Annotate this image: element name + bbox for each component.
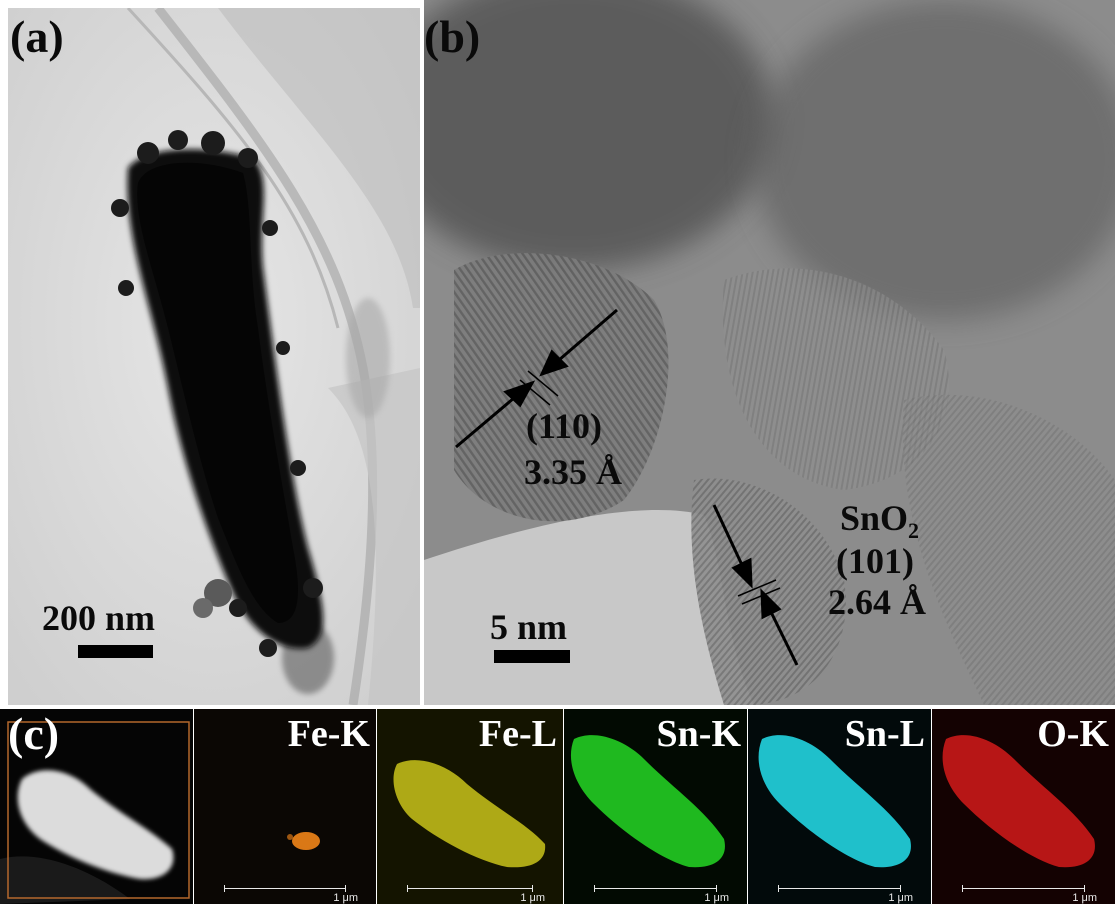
map-scale-bar	[962, 885, 1085, 892]
map-scale-label: 1 μm	[333, 892, 358, 904]
element-label: Fe-L	[478, 713, 557, 755]
tem-image-a	[8, 8, 420, 705]
lattice-plane-110: (110)	[526, 406, 602, 446]
element-map-sn-k: Sn-K 1 μm	[564, 709, 747, 904]
element-label: Sn-L	[844, 713, 925, 755]
element-map-fe-k: Fe-K 1 μm	[194, 709, 376, 904]
scale-bar-b	[494, 650, 570, 663]
scale-bar-label-b: 5 nm	[490, 607, 568, 647]
hrtem-image-b	[424, 0, 1115, 705]
scale-bar-a	[78, 645, 153, 658]
phase-subscript: 2	[908, 518, 920, 544]
panel-c-label: (c)	[8, 709, 60, 759]
element-map-fe-l: Fe-L 1 μm	[377, 709, 563, 904]
d-spacing-110: 3.35 Å	[524, 452, 622, 492]
map-scale-label: 1 μm	[704, 892, 729, 904]
panel-b-label: (b)	[424, 11, 481, 62]
map-scale-bar	[778, 885, 901, 892]
map-scale-bar	[407, 885, 533, 892]
element-label: Fe-K	[287, 713, 370, 755]
map-scale-bar	[224, 885, 346, 892]
map-scale-label: 1 μm	[1072, 892, 1097, 904]
map-scale-label: 1 μm	[520, 892, 545, 904]
scale-bar-label-a: 200 nm	[42, 598, 156, 638]
d-spacing-101: 2.64 Å	[828, 582, 926, 622]
lattice-plane-101: (101)	[836, 541, 914, 581]
panel-a-label: (a)	[10, 11, 64, 62]
haadf-image: (c)	[0, 709, 193, 904]
element-map-o-k: O-K 1 μm	[932, 709, 1115, 904]
haadf-svg	[0, 709, 193, 904]
map-scale-label: 1 μm	[888, 892, 913, 904]
phase-name: SnO	[840, 498, 909, 538]
phase-label-sno2: SnO2	[840, 500, 919, 542]
element-map-sn-l: Sn-L 1 μm	[748, 709, 931, 904]
map-scale-bar	[594, 885, 717, 892]
panel-b-hrtem-image: (b) (110) 3.35 Å SnO2 (101) 2.64 Å 5 nm	[424, 0, 1115, 705]
panel-a-tem-image: (a) 200 nm	[8, 8, 420, 705]
element-label: O-K	[1037, 713, 1109, 755]
element-label: Sn-K	[656, 713, 741, 755]
